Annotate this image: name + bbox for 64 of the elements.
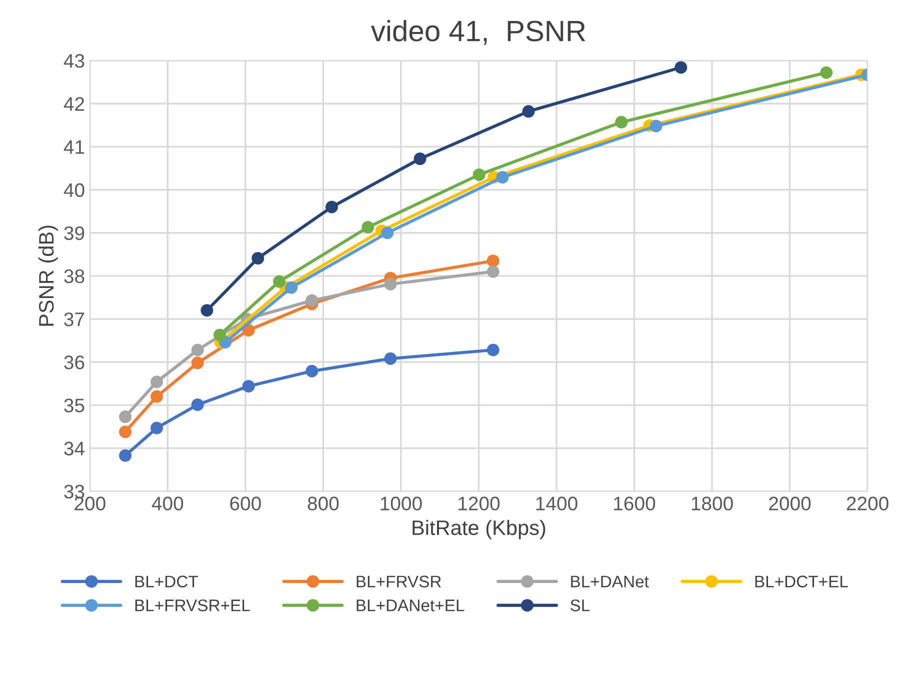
x-tick-label: 200 xyxy=(74,496,106,510)
point xyxy=(486,254,500,268)
legend-label: BL+DANet+EL xyxy=(356,600,464,612)
point xyxy=(522,105,535,118)
x-tick-label: 2000 xyxy=(769,496,811,510)
point xyxy=(285,281,298,294)
legend-label: BL+FRVSR xyxy=(356,576,441,588)
y-tick-label: 38 xyxy=(64,269,84,284)
legend-label: BL+DCT+EL xyxy=(755,576,848,588)
y-axis-title: PSNR (dB) xyxy=(38,226,58,326)
chart-title: video 41, PSNR xyxy=(371,20,586,45)
y-tick-label: 43 xyxy=(64,54,84,68)
point xyxy=(306,364,318,378)
y-tick-label: 40 xyxy=(64,183,84,198)
x-tick-label: 1400 xyxy=(536,496,578,510)
point xyxy=(615,116,628,128)
point xyxy=(191,344,204,356)
point xyxy=(191,356,204,370)
legend-label: BL+DCT xyxy=(135,576,198,588)
point xyxy=(119,449,132,462)
x-tick-label: 600 xyxy=(230,496,261,510)
x-tick-label: 1600 xyxy=(614,496,656,510)
x-axis-title: BitRate (Kbps) xyxy=(412,520,546,540)
point xyxy=(119,426,132,438)
point xyxy=(381,226,394,240)
point xyxy=(242,380,255,392)
point xyxy=(486,344,500,356)
point xyxy=(384,278,397,290)
x-tick-label: 800 xyxy=(308,496,339,510)
point xyxy=(150,422,164,434)
legend-label: BL+FRVSR+EL xyxy=(135,600,250,612)
point xyxy=(325,200,338,214)
legend-label: BL+DANet xyxy=(571,576,649,588)
point xyxy=(486,265,500,278)
point xyxy=(306,294,318,307)
point xyxy=(820,66,833,79)
point xyxy=(674,61,688,74)
point xyxy=(150,376,164,388)
x-tick-label: 400 xyxy=(152,496,184,510)
y-tick-label: 41 xyxy=(64,140,84,154)
point xyxy=(472,168,486,181)
y-tick-label: 39 xyxy=(64,226,84,240)
x-tick-label: 2200 xyxy=(846,496,888,510)
x-tick-label: 1000 xyxy=(380,496,422,510)
point xyxy=(119,410,132,424)
point xyxy=(384,352,397,365)
point xyxy=(362,221,374,234)
x-tick-label: 1200 xyxy=(458,496,500,510)
x-tick-label: 1800 xyxy=(692,496,733,510)
point xyxy=(650,120,662,132)
point xyxy=(150,390,164,403)
point xyxy=(200,304,214,317)
y-tick-label: 37 xyxy=(64,312,84,326)
point xyxy=(252,252,264,265)
y-tick-label: 42 xyxy=(64,97,84,111)
point xyxy=(191,398,204,411)
y-tick-label: 34 xyxy=(64,442,84,456)
point xyxy=(273,275,286,288)
point xyxy=(414,152,426,166)
y-tick-label: 36 xyxy=(64,356,84,370)
point xyxy=(496,171,509,184)
y-tick-label: 35 xyxy=(64,398,84,412)
point xyxy=(214,328,226,342)
legend-label: SL xyxy=(570,600,590,612)
